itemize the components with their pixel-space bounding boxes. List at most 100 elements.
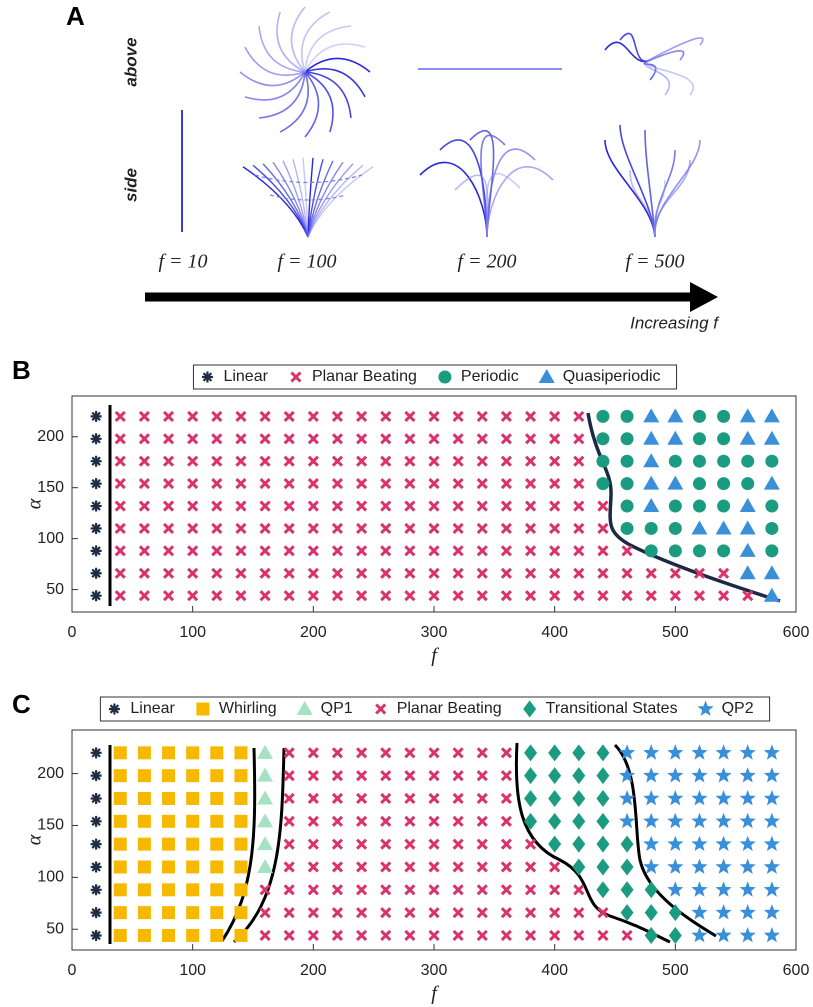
marker (645, 590, 657, 602)
marker (476, 590, 488, 602)
marker (572, 835, 586, 853)
filament (644, 129, 656, 238)
marker (234, 906, 248, 920)
x-tick-label: 600 (783, 624, 810, 641)
marker (476, 545, 488, 557)
marker (621, 567, 633, 579)
marker (500, 861, 512, 873)
marker (524, 744, 538, 762)
marker (668, 904, 682, 922)
marker (739, 904, 756, 920)
marker (162, 500, 175, 512)
marker (259, 545, 271, 557)
marker (380, 545, 392, 557)
marker (307, 884, 319, 896)
marker (162, 433, 175, 445)
marker (452, 838, 464, 850)
marker (113, 814, 127, 828)
marker (452, 884, 464, 896)
marker (283, 929, 295, 942)
marker (763, 835, 780, 851)
marker (380, 861, 392, 873)
legend-label: Linear (130, 700, 175, 717)
marker (187, 567, 199, 579)
marker (597, 545, 609, 557)
arrow-head (690, 282, 718, 312)
marker (404, 433, 416, 445)
marker (113, 860, 127, 874)
marker (428, 838, 440, 850)
plot-frame (71, 395, 797, 613)
marker (693, 567, 706, 579)
marker (90, 590, 102, 602)
marker (187, 455, 199, 467)
marker (90, 500, 102, 512)
marker (162, 860, 176, 874)
marker (621, 545, 633, 557)
marker (452, 410, 464, 422)
marker (356, 815, 368, 827)
marker (113, 883, 127, 897)
marker (692, 409, 706, 423)
marker (137, 928, 151, 942)
marker (668, 499, 682, 513)
filament (304, 71, 334, 133)
marker (549, 907, 561, 919)
marker (187, 545, 199, 557)
marker (524, 789, 538, 807)
marker (572, 789, 586, 807)
marker (597, 929, 609, 942)
marker (380, 590, 392, 602)
marker (621, 590, 633, 602)
marker (162, 567, 175, 579)
view-label: side (121, 168, 140, 202)
marker (717, 499, 731, 513)
marker (452, 815, 464, 827)
marker (187, 590, 199, 602)
filament (292, 159, 309, 238)
marker (234, 928, 248, 942)
marker (90, 478, 102, 490)
marker (692, 477, 706, 491)
marker (90, 815, 102, 827)
marker (259, 567, 271, 579)
marker (596, 432, 610, 446)
marker (331, 792, 344, 805)
marker (259, 455, 271, 467)
marker (619, 767, 636, 783)
marker (763, 475, 780, 490)
marker (90, 884, 102, 896)
marker (476, 838, 488, 850)
marker (307, 929, 319, 942)
marker (331, 907, 344, 919)
x-tick-label: 200 (300, 962, 327, 979)
marker (500, 907, 512, 919)
marker (573, 545, 585, 557)
marker (162, 906, 176, 920)
marker (211, 500, 223, 512)
marker (114, 500, 126, 512)
marker (643, 408, 660, 423)
marker (763, 430, 780, 445)
filament (304, 71, 352, 119)
marker (307, 770, 319, 782)
marker (428, 884, 440, 896)
marker (211, 522, 223, 535)
marker (428, 815, 440, 827)
marker (283, 815, 295, 827)
marker (90, 792, 102, 804)
filament (419, 161, 488, 238)
marker (667, 790, 684, 806)
marker (283, 478, 295, 490)
marker (307, 455, 319, 467)
marker (691, 520, 708, 535)
marker (620, 432, 634, 446)
marker (739, 858, 756, 874)
marker (307, 815, 319, 827)
marker (283, 433, 295, 445)
marker (114, 433, 126, 445)
marker (718, 590, 730, 602)
marker (428, 567, 440, 579)
marker (500, 590, 512, 602)
marker (210, 791, 224, 805)
